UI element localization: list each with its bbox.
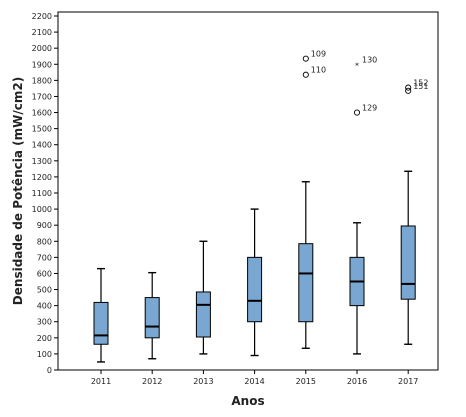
outlier-case-label: 129 — [362, 104, 377, 113]
y-tick-label: 1800 — [32, 76, 52, 85]
y-tick-label: 500 — [37, 286, 52, 295]
box-2014 — [247, 208, 263, 357]
y-tick-label: 400 — [37, 302, 52, 311]
outlier-circle — [405, 84, 412, 91]
y-tick-label: 2200 — [32, 12, 52, 21]
iqr-box — [195, 291, 211, 338]
x-tick-label: 2016 — [347, 377, 367, 386]
y-tick-label: 2000 — [32, 44, 52, 53]
boxes — [93, 170, 416, 363]
y-axis: 0 100 200 300 400 500 600 700 800 900 1000 1100 1200… — [32, 12, 58, 375]
iqr-box — [93, 301, 109, 345]
box-2012 — [144, 271, 160, 360]
box-2015 — [298, 181, 314, 349]
outlier-circle — [353, 109, 361, 116]
outlier-case-label: 152 — [413, 79, 428, 88]
y-tick-label: 700 — [37, 253, 52, 262]
outlier-case-label: 130 — [362, 55, 377, 64]
y-tick-label: 1500 — [32, 125, 52, 134]
y-tick-label: 200 — [37, 334, 52, 343]
y-tick-label: 1400 — [32, 141, 52, 150]
x-tick-label: 2014 — [244, 377, 264, 386]
y-tick-label: 100 — [37, 350, 52, 359]
y-tick-label: 1900 — [32, 60, 52, 69]
x-tick-label: 2012 — [142, 377, 162, 386]
outlier-case-label: 109 — [311, 50, 326, 59]
y-tick-label: 0 — [47, 366, 52, 375]
x-tick-label: 2015 — [296, 377, 316, 386]
y-tick-label: 800 — [37, 237, 52, 246]
outlier-circle — [302, 71, 309, 78]
x-tick-label: 2013 — [193, 377, 213, 386]
y-tick-label: 900 — [37, 221, 52, 230]
iqr-box — [298, 243, 314, 323]
y-tick-label: 1000 — [32, 205, 52, 214]
y-tick-label: 600 — [37, 269, 52, 278]
outlier-circle — [405, 87, 412, 94]
y-tick-label: 1700 — [32, 92, 52, 101]
y-axis-title: Densidade de Potência (mW/cm2) — [11, 77, 25, 305]
y-tick-label: 1300 — [32, 157, 52, 166]
y-tick-label: 2100 — [32, 28, 52, 37]
y-tick-label: 300 — [37, 318, 52, 327]
box-2017 — [400, 170, 416, 345]
outlier-case-label: 151 — [413, 82, 428, 91]
x-tick-label: 2017 — [398, 377, 418, 386]
y-tick-label: 1600 — [32, 109, 52, 118]
x-tick-label: 2011 — [91, 377, 111, 386]
outlier-extreme-star: * — [355, 61, 359, 70]
iqr-box — [400, 225, 416, 300]
box-2016 — [349, 222, 365, 355]
x-axis-title: Anos — [231, 394, 264, 408]
box-2011 — [93, 267, 109, 363]
iqr-box — [247, 256, 263, 323]
box-2013 — [195, 240, 211, 355]
y-tick-label: 1100 — [32, 189, 52, 198]
y-tick-label: 1200 — [32, 173, 52, 182]
outlier-circle — [302, 55, 309, 62]
iqr-box — [144, 297, 160, 339]
x-axis: 2011 2012 2013 2014 2015 2016 2017 — [91, 370, 418, 386]
outlier-case-label: 110 — [311, 66, 326, 75]
